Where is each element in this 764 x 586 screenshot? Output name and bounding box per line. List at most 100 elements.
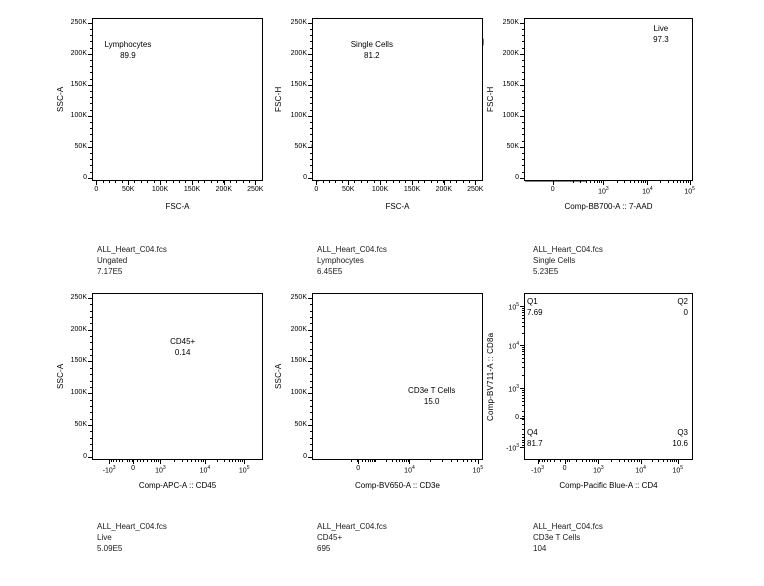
x-axis-tick-label: 104 [199, 465, 211, 475]
y-axis-tick [522, 375, 524, 377]
y-axis-tick-label: 50K [74, 420, 87, 428]
gate-Single Cells[interactable] [311, 38, 484, 182]
gate-overlay[interactable] [311, 18, 484, 182]
y-axis-tick [90, 348, 92, 350]
x-axis-tick [244, 460, 246, 464]
plot-caption: ALL_Heart_C04.fcs CD45+ 695 [317, 521, 387, 554]
y-axis-tick [310, 115, 312, 117]
y-axis-tick-label: 250K [502, 18, 519, 26]
gate-overlay[interactable] [92, 18, 263, 181]
y-axis-tick [308, 393, 312, 395]
density-canvas [525, 19, 692, 180]
x-axis-tick [407, 460, 409, 462]
y-axis-tick [90, 329, 92, 331]
x-axis-tick-label: 50K [342, 186, 355, 193]
x-axis-tick [676, 181, 678, 183]
x-axis-tick-label: 103 [593, 465, 604, 475]
y-axis-tick [308, 177, 312, 179]
plot-caption: ALL_Heart_C04.fcs Live 5.09E5 [97, 521, 167, 554]
y-axis-tick [90, 342, 92, 344]
y-axis-tick [522, 354, 524, 356]
y-axis-tick [310, 317, 312, 319]
x-axis-tick [115, 460, 117, 462]
x-axis-tick [581, 460, 583, 462]
gate-CD3e T Cells[interactable] [378, 414, 461, 459]
quadrant-percent: 0 [683, 308, 688, 317]
x-axis-tick-label: 0 [314, 186, 319, 193]
x-axis-tick [594, 460, 596, 462]
x-axis-tick [204, 460, 206, 464]
gate-name: Live [653, 23, 669, 33]
y-axis-tick [308, 424, 312, 426]
x-axis-tick [181, 460, 183, 462]
quadrant-label-Q1: Q1 7.69 [527, 296, 688, 318]
y-axis-tick [310, 35, 312, 37]
x-axis-tick [348, 181, 350, 183]
x-axis-tick-label: 105 [684, 186, 695, 196]
caption-population: Lymphocytes [317, 256, 364, 265]
x-axis-tick [588, 460, 590, 462]
y-axis-tick [88, 329, 92, 331]
y-axis-tick [90, 412, 92, 414]
gate-name: CD45+ [170, 337, 196, 347]
x-axis-tick [658, 460, 660, 462]
y-axis-tick [308, 329, 312, 331]
y-axis-tick [310, 72, 312, 74]
y-axis-tick [310, 412, 312, 414]
y-axis-tick [90, 152, 92, 154]
gate-overlay[interactable] [312, 293, 483, 460]
x-axis-tick [590, 181, 592, 183]
gate-label-Lymphocytes: Lymphocytes 89.9 [104, 39, 151, 61]
x-axis-tick [242, 181, 244, 183]
gate-CD45+[interactable] [174, 300, 252, 459]
y-axis-tick [90, 310, 92, 312]
y-axis-tick [310, 152, 312, 154]
gate-percent: 89.9 [120, 51, 136, 61]
gate-Live[interactable] [525, 37, 588, 182]
x-axis-tick [593, 181, 595, 183]
x-axis-tick [140, 181, 142, 183]
y-axis-tick [522, 308, 524, 310]
y-axis-tick [310, 367, 312, 369]
gate-Lymphocytes[interactable] [106, 28, 252, 179]
x-axis-tick-label: 100K [151, 186, 169, 193]
plot-caption: ALL_Heart_C04.fcs CD3e T Cells 104 [533, 521, 603, 554]
x-axis-tick [371, 460, 373, 462]
y-axis-tick [90, 355, 92, 357]
x-axis-tick [596, 460, 598, 462]
x-axis-tick [156, 460, 158, 462]
x-axis-tick [611, 460, 613, 462]
y-axis-tick [522, 91, 524, 93]
gate-overlay[interactable] [524, 293, 693, 460]
y-axis-tick [522, 22, 524, 24]
y-axis-tick [90, 380, 92, 382]
x-axis-tick [537, 460, 539, 464]
gate-overlay[interactable] [524, 18, 693, 182]
x-axis-tick-label: 105 [238, 465, 250, 475]
x-axis-tick [666, 460, 668, 462]
x-axis-tick [160, 460, 162, 464]
gate-percent: 15.0 [423, 396, 440, 406]
x-axis-tick-label: 103 [155, 465, 166, 475]
x-axis-tick [108, 181, 110, 183]
x-axis-tick [412, 181, 414, 185]
x-axis-tick-label: 100K [371, 186, 389, 193]
x-axis-tick [430, 181, 432, 183]
x-axis-tick [341, 181, 343, 183]
plot-caption: ALL_Heart_C04.fcs Ungated 7.17E5 [97, 244, 167, 277]
y-axis-tick-label: 0 [83, 173, 87, 181]
x-axis-tick [159, 181, 161, 183]
x-axis-tick [474, 460, 476, 462]
y-axis-tick [522, 121, 524, 123]
y-axis-tick-label: 103 [508, 384, 519, 394]
gate-overlay[interactable] [92, 293, 263, 460]
y-axis-tick [310, 405, 312, 407]
x-axis-tick [128, 181, 130, 185]
gate-percent: 81.2 [364, 51, 380, 61]
x-axis-tick-label: 250K [467, 186, 484, 193]
y-axis-tick [520, 146, 524, 148]
y-axis-tick [90, 91, 92, 93]
gate-name: Lymphocytes [104, 40, 152, 50]
x-axis-tick-label: -103 [102, 465, 116, 475]
x-axis-tick [232, 460, 234, 462]
